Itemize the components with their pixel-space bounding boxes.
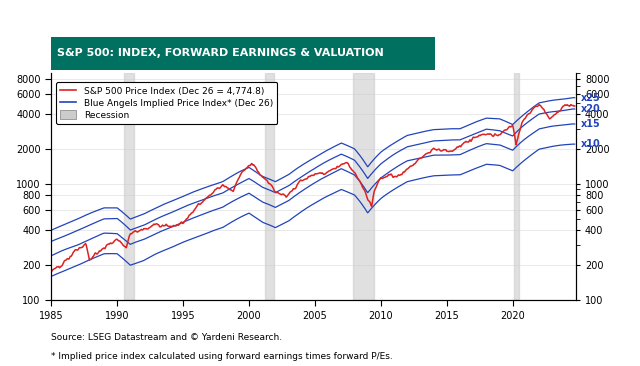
Bar	[514, 73, 519, 300]
Legend: S&P 500 Price Index (Dec 26 = 4,774.8), Blue Angels Implied Price Index* (Dec 26: S&P 500 Price Index (Dec 26 = 4,774.8), …	[56, 82, 278, 124]
Text: x25: x25	[581, 93, 601, 103]
Text: x10: x10	[581, 139, 601, 149]
Text: x20: x20	[581, 104, 601, 114]
Bar	[266, 73, 274, 300]
Text: * Implied price index calculated using forward earnings times forward P/Es.: * Implied price index calculated using f…	[51, 352, 393, 361]
Text: Source: LSEG Datastream and © Yardeni Research.: Source: LSEG Datastream and © Yardeni Re…	[51, 333, 282, 342]
Text: x15: x15	[581, 119, 601, 129]
Bar	[124, 73, 134, 300]
Bar	[353, 73, 374, 300]
Text: S&P 500: INDEX, FORWARD EARNINGS & VALUATION: S&P 500: INDEX, FORWARD EARNINGS & VALUA…	[57, 48, 384, 58]
